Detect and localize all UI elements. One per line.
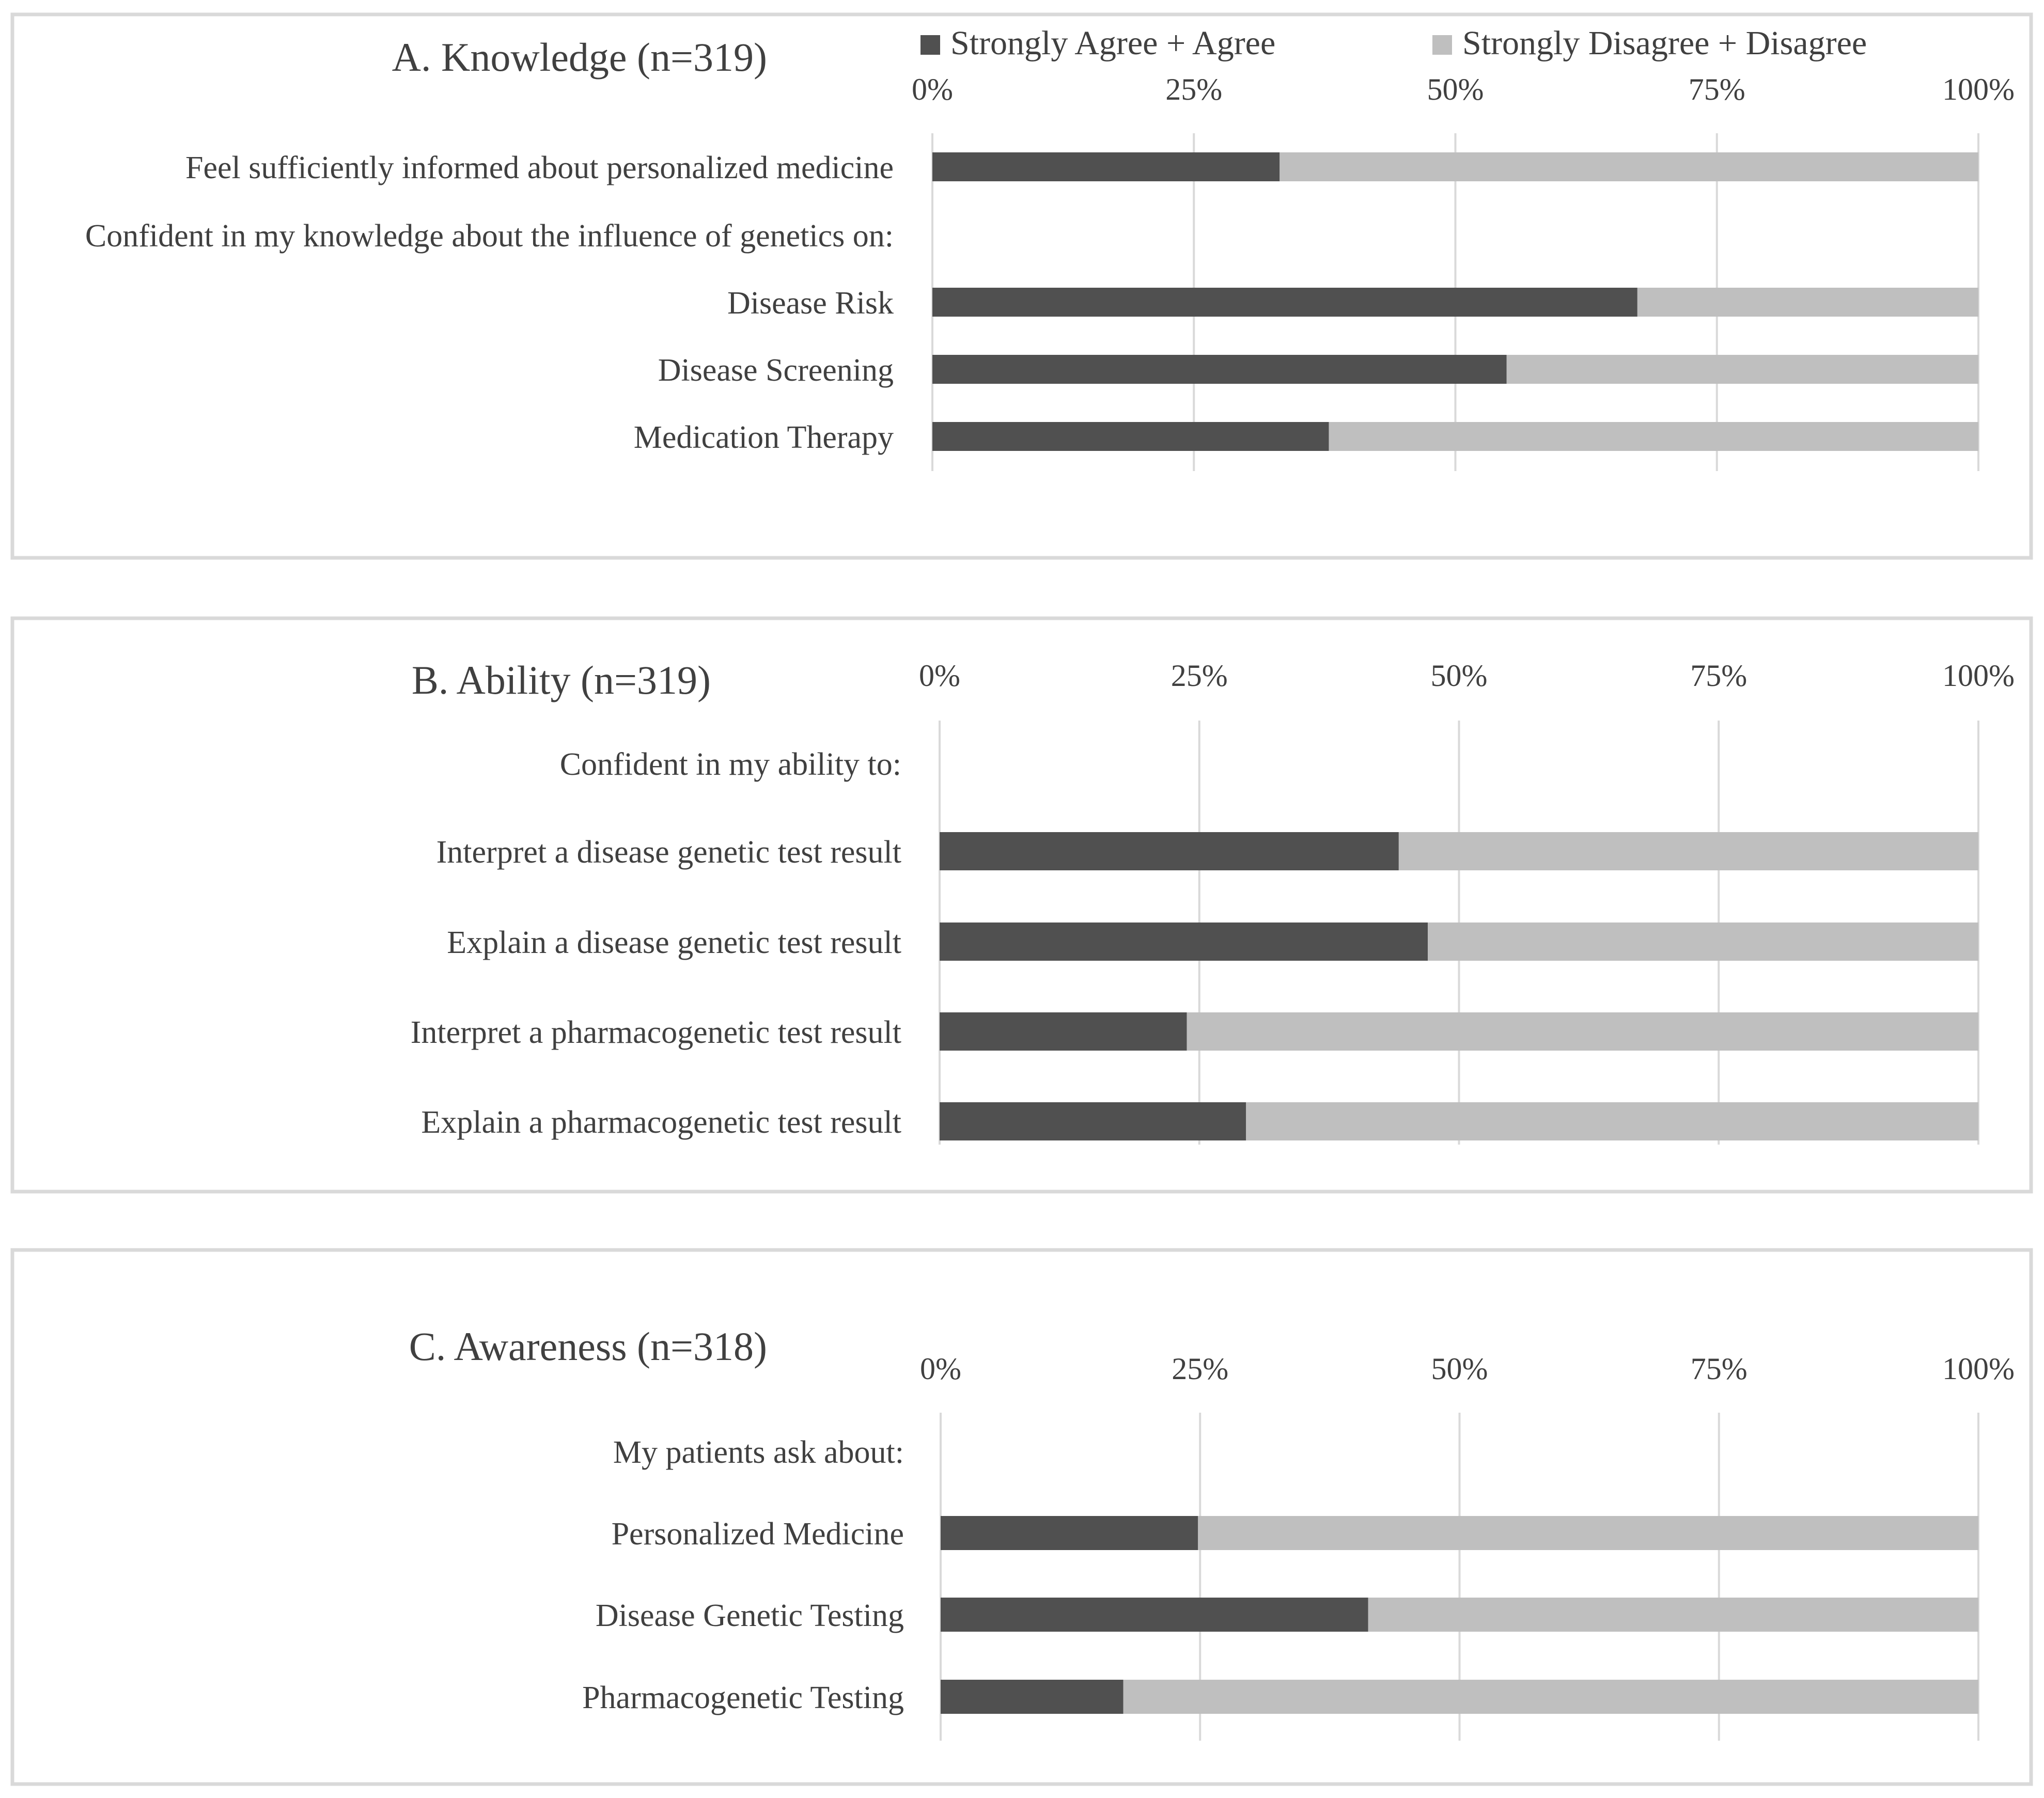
tick-label: 75%: [1690, 659, 1747, 693]
panel-border: [10, 616, 2033, 1194]
row-label: Pharmacogenetic Testing: [582, 1680, 904, 1715]
tick-label: 75%: [1691, 1352, 1747, 1386]
legend-agree-label: Strongly Agree + Agree: [950, 24, 1275, 62]
row-header-label: Confident in my knowledge about the infl…: [85, 218, 894, 254]
tick-label: 50%: [1431, 1352, 1488, 1386]
legend: Strongly Agree + Agree Strongly Disagree…: [920, 24, 1867, 62]
tick-label: 100%: [1942, 72, 2015, 106]
row-label: Disease Screening: [658, 353, 894, 388]
panel-plot: 0% 25% 50% 75% 100% Feel sufficiently informe…: [85, 72, 2015, 471]
bar-agree: [940, 832, 1399, 870]
bar-disagree: [1398, 832, 1978, 870]
bar-disagree: [1368, 1598, 1978, 1632]
bar-disagree: [1428, 923, 1978, 961]
bar-disagree: [1246, 1102, 1978, 1140]
tick-label: 25%: [1171, 659, 1228, 693]
tick-label: 50%: [1427, 72, 1484, 106]
panel-title: B. Ability (n=319): [412, 658, 711, 702]
row-label: Personalized Medicine: [612, 1516, 904, 1552]
bar-disagree: [1637, 288, 1978, 317]
bar-agree: [941, 1598, 1368, 1632]
bar-agree: [940, 1102, 1246, 1140]
tick-label: 50%: [1431, 659, 1488, 693]
row-label: Interpret a disease genetic test result: [436, 835, 901, 870]
tick-label: 0%: [912, 72, 953, 106]
panel-border: [10, 12, 2033, 560]
tick-label: 0%: [920, 1352, 961, 1386]
panel-border: [10, 1248, 2033, 1786]
bar-disagree: [1187, 1012, 1978, 1051]
row-label: Medication Therapy: [634, 420, 894, 455]
panel-title: C. Awareness (n=318): [409, 1324, 767, 1369]
row-label: Explain a pharmacogenetic test result: [421, 1105, 901, 1140]
tick-label: 25%: [1172, 1352, 1228, 1386]
bar-agree: [941, 1680, 1124, 1714]
panel-plot: 0% 25% 50% 75% 100% Confident in my ability t…: [411, 659, 2015, 1145]
bar-disagree: [1198, 1516, 1978, 1550]
tick-label: 75%: [1689, 72, 1745, 106]
legend-agree-swatch: [920, 35, 940, 55]
bar-agree: [940, 923, 1428, 961]
row-label: Interpret a pharmacogenetic test result: [411, 1015, 901, 1050]
bar-agree: [932, 152, 1280, 181]
tick-label: 100%: [1942, 659, 2015, 693]
bar-disagree: [1123, 1680, 1978, 1714]
row-label: Disease Genetic Testing: [596, 1598, 904, 1633]
row-label: Disease Risk: [727, 286, 894, 321]
tick-label: 0%: [919, 659, 960, 693]
row-label: Explain a disease genetic test result: [447, 925, 901, 960]
row-header-label: My patients ask about:: [613, 1435, 904, 1470]
bar-disagree: [1280, 152, 1978, 181]
panel-knowledge: A. Knowledge (n=319) 0% 25% 50% 75% 100% Feel…: [10, 12, 2033, 560]
legend-disagree-swatch: [1432, 35, 1452, 55]
bar-agree: [932, 288, 1637, 317]
row-label: Feel sufficiently informed about persona…: [185, 150, 894, 185]
bar-agree: [940, 1012, 1187, 1051]
row-header-label: Confident in my ability to:: [560, 747, 901, 782]
panel-plot: 0% 25% 50% 75% 100% My patients ask about: Per…: [582, 1352, 2015, 1741]
bar-disagree: [1329, 422, 1978, 451]
bar-disagree: [1506, 355, 1978, 384]
tick-label: 100%: [1942, 1352, 2015, 1386]
panel-title: A. Knowledge (n=319): [392, 35, 767, 80]
bar-agree: [932, 355, 1507, 384]
panel-ability: B. Ability (n=319) 0% 25% 50% 75% 100% Confid…: [10, 616, 2033, 1194]
panel-awareness: C. Awareness (n=318) 0% 25% 50% 75% 100% My p…: [10, 1248, 2033, 1786]
legend-disagree-label: Strongly Disagree + Disagree: [1462, 24, 1867, 62]
bar-agree: [932, 422, 1329, 451]
bar-agree: [941, 1516, 1198, 1550]
tick-label: 25%: [1165, 72, 1222, 106]
